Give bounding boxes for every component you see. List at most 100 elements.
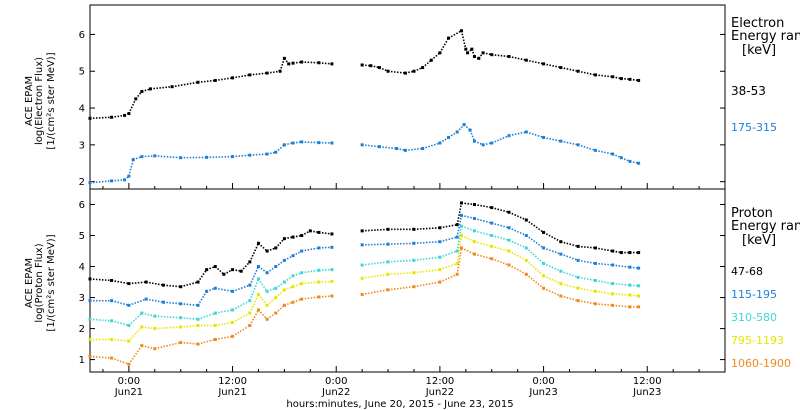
proton-series-0-point-39 [637, 251, 641, 255]
proton-series-0-segment-26 [456, 202, 463, 225]
proton-series-0-segment-0 [89, 278, 112, 282]
proton-legend-entry-4: 1060-1900 [731, 357, 791, 370]
electron-ylabel: ACE EPAM log(Electron Flux) [1/(cm²s ste… [24, 52, 57, 149]
proton-series-1-segment-1 [111, 299, 130, 307]
proton-ytick-label-4: 5 [79, 231, 85, 242]
proton-series-3-segment-28 [543, 275, 562, 285]
proton-series-0-segment-34 [578, 245, 596, 249]
proton-series-3-segment-19 [388, 271, 415, 276]
proton-series-3-segment-8 [232, 312, 251, 324]
proton-series-4-point-17 [330, 294, 334, 298]
proton-series-0-segment-27 [461, 202, 475, 206]
proton-series-4-segment-30 [577, 299, 596, 305]
electron-series-1-segment-21 [405, 147, 423, 152]
proton-series-3-segment-26 [508, 250, 527, 262]
electron-series-1-segment-31 [508, 131, 527, 137]
proton-series-2-segment-20 [413, 256, 440, 262]
proton-series-3-segment-10 [257, 293, 268, 306]
proton-series-3-segment-5 [180, 324, 199, 328]
proton-series-1-segment-16 [301, 247, 320, 252]
proton-legend-entry-2: 310-580 [731, 311, 777, 324]
proton-series-0-segment-15 [275, 238, 285, 249]
proton-series-2-segment-3 [141, 312, 155, 317]
xtick-label-date-2: Jun22 [321, 387, 350, 398]
proton-series-2-segment-25 [491, 234, 510, 241]
proton-series-1-segment-22 [439, 236, 458, 243]
proton-series-0-segment-33 [560, 240, 579, 248]
electron-ytick-label-4: 6 [79, 30, 85, 41]
proton-series-0-segment-4 [163, 284, 181, 288]
electron-series-0-segment-7 [171, 81, 199, 88]
proton-series-4-segment-2 [128, 345, 143, 365]
electron-series-1-point-17 [330, 141, 334, 145]
electron-series-0-segment-39 [526, 59, 544, 65]
proton-series-4-segment-22 [456, 247, 463, 275]
proton-series-2-segment-23 [461, 225, 475, 232]
electron-series-1-segment-8 [206, 155, 233, 159]
proton-series-1-point-35 [637, 266, 641, 270]
proton-ytick-label-0: 1 [79, 355, 85, 366]
electron-ylabel-line1: ACE EPAM [24, 76, 35, 126]
proton-series-2-segment-16 [318, 268, 332, 272]
electron-legend-title-line2: Energy range [731, 29, 800, 44]
xtick-label-time-3: 12:00 [425, 376, 454, 387]
proton-series-2-segment-18 [362, 261, 389, 266]
proton-ytick-label-1: 2 [79, 324, 85, 335]
proton-series-4-segment-8 [232, 324, 251, 338]
electron-series-1-segment-2 [124, 175, 130, 181]
electron-series-0-segment-1 [111, 114, 125, 119]
proton-series-3-segment-2 [128, 326, 143, 342]
proton-series-3-segment-27 [525, 259, 545, 277]
electron-legend-entry-1: 175-315 [731, 121, 777, 134]
proton-series-1-point-15 [291, 254, 295, 258]
proton-series-2-segment-9 [249, 278, 260, 301]
proton-series-4-segment-19 [387, 285, 415, 291]
proton-series-4-segment-31 [595, 302, 613, 307]
proton-series-2-segment-22 [456, 226, 463, 252]
electron-series-0-segment-32 [467, 48, 473, 54]
proton-legend-title-line1: Proton [731, 206, 773, 221]
xtick-label-time-5: 12:00 [633, 376, 662, 387]
proton-series-1-segment-30 [560, 253, 579, 262]
proton-series-2-segment-19 [388, 259, 415, 263]
proton-series-1-segment-32 [595, 262, 613, 266]
proton-series-4-segment-20 [413, 281, 441, 288]
proton-series-2-segment-24 [474, 230, 492, 237]
proton-series-0-segment-1 [111, 279, 130, 285]
electron-legend-title-line1: Electron [731, 16, 784, 31]
proton-series-1-segment-28 [525, 234, 545, 249]
xtick-label-date-4: Jun23 [528, 387, 557, 398]
proton-series-1-segment-9 [232, 284, 251, 293]
electron-ylabel-line3: [1/(cm²s ster MeV)] [46, 52, 57, 149]
electron-series-0-segment-43 [595, 74, 613, 78]
proton-series-3-segment-30 [577, 287, 596, 293]
electron-series-1-segment-1 [111, 179, 125, 182]
x-axis-title: hours:minutes, June 20, 2015 - June 23, … [286, 399, 513, 410]
proton-series-4-segment-15 [301, 296, 320, 300]
proton-series-3-point-34 [637, 294, 641, 298]
electron-series-1-segment-33 [543, 136, 562, 142]
proton-series-4-segment-21 [439, 273, 458, 283]
proton-series-2-segment-29 [560, 270, 579, 279]
electron-series-0-segment-3 [128, 98, 137, 114]
xtick-label-date-3: Jun22 [425, 387, 454, 398]
proton-series-0-segment-11 [240, 261, 251, 272]
electron-series-0-segment-9 [215, 77, 233, 82]
proton-series-0-segment-12 [249, 242, 260, 263]
electron-series-0-segment-12 [266, 70, 281, 74]
electron-ytick-label-0: 2 [79, 177, 85, 188]
proton-series-1-segment-33 [612, 264, 631, 268]
proton-legend-title-line3: [keV] [742, 233, 776, 248]
proton-series-0-segment-6 [197, 269, 208, 283]
proton-series-0-segment-29 [491, 206, 510, 214]
proton-series-3-segment-23 [461, 234, 475, 243]
proton-series-4-segment-7 [215, 335, 233, 341]
electron-series-0-segment-42 [577, 70, 596, 76]
proton-series-0-segment-20 [318, 231, 332, 235]
proton-series-1-segment-3 [146, 298, 164, 303]
proton-series-4-segment-18 [362, 289, 389, 296]
proton-series-1-segment-23 [456, 215, 463, 238]
electron-series-0-segment-41 [560, 66, 579, 73]
electron-ytick-label-3: 5 [79, 67, 85, 78]
